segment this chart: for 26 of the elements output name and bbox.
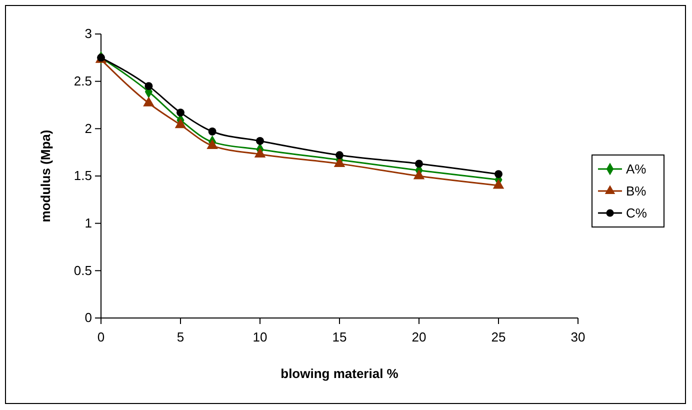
y-tick-label: 0 [84,310,92,326]
x-tick-label: 30 [570,329,586,344]
point [144,82,153,90]
y-tick-label: 1.5 [74,168,92,184]
y-tick-label: 1 [84,215,92,230]
point [494,170,502,178]
y-tick-label: 0.5 [74,262,92,278]
point [208,128,216,136]
point [336,151,344,160]
x-tick-label: 10 [252,329,268,344]
point [256,136,264,145]
x-tick-label: 20 [412,329,426,344]
x-tick-label: 25 [491,329,506,344]
point [415,160,423,168]
x-tick-label: 0 [97,329,105,344]
point [176,108,184,117]
y-axis-title: modulus (Mpa) [38,130,53,222]
x-axis-title: blowing material % [280,366,399,381]
x-tick-label: 15 [332,329,347,344]
x-tick-label: 5 [176,329,184,344]
y-tick-label: 2 [84,120,92,136]
legend-label: C% [626,206,648,220]
legend-label: B% [626,184,647,198]
legend-label: A% [626,162,647,176]
y-tick-label: 2.5 [74,73,92,88]
y-tick-label: 3 [84,26,92,42]
